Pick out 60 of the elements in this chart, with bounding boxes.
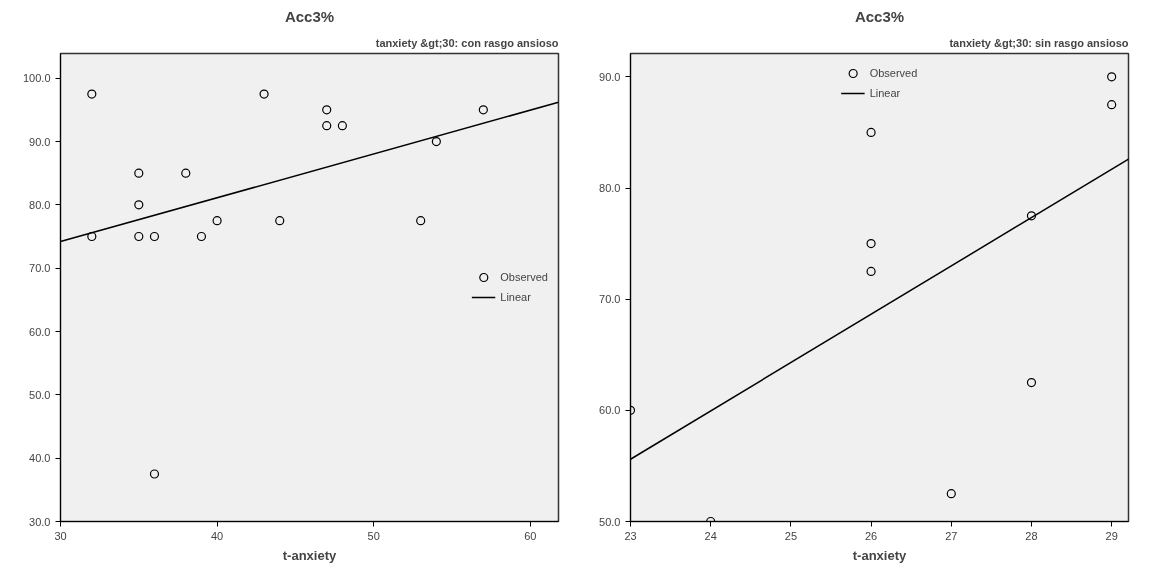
x-tick-label: 28 (1025, 529, 1038, 542)
point (149, 231, 160, 242)
y-tick-label: 50.0 (599, 515, 621, 528)
chart-title: Acc3% (854, 7, 905, 25)
point (1026, 211, 1037, 221)
point (416, 216, 426, 226)
point (212, 216, 222, 226)
point (87, 231, 97, 242)
point (87, 89, 97, 99)
point (1107, 72, 1117, 82)
point (337, 121, 347, 131)
y-tick-label: 90.0 (599, 70, 621, 83)
x-tick-label: 30 (54, 529, 67, 542)
chart-subtitle: tanxiety &gt;30: sin rasgo ansioso (949, 36, 1129, 49)
point (196, 231, 207, 242)
x-tick-label: 24 (704, 529, 717, 542)
point (259, 89, 269, 99)
point (1026, 377, 1037, 388)
point (322, 121, 332, 131)
point (866, 239, 876, 249)
x-tick-label: 50 (367, 529, 380, 542)
point (866, 127, 876, 138)
point (275, 216, 285, 226)
x-tick-label: 60 (524, 529, 537, 542)
x-tick-label: 27 (945, 529, 958, 542)
x-tick-label: 40 (210, 529, 224, 542)
y-tick-label: 60.0 (599, 404, 621, 417)
y-tick-label: 70.0 (29, 262, 51, 275)
point (134, 168, 144, 178)
y-tick-label: 90.0 (29, 135, 51, 148)
point (866, 266, 876, 276)
point (134, 231, 144, 242)
point (149, 469, 160, 479)
x-tick-label: 23 (624, 529, 637, 542)
y-tick-label: 40.0 (29, 452, 51, 465)
x-tick-label: 25 (784, 529, 798, 542)
y-tick-label: 50.0 (29, 388, 51, 401)
point (1107, 100, 1117, 110)
y-tick-label: 30.0 (29, 515, 51, 528)
point (322, 105, 332, 115)
y-tick-label: 70.0 (599, 293, 621, 306)
legend-label: Linear (500, 290, 531, 305)
y-tick-label: 100.0 (22, 72, 51, 85)
y-tick-label: 80.0 (29, 198, 51, 211)
legend-label: Observed (500, 270, 548, 285)
y-tick-label: 60.0 (29, 325, 51, 338)
point (181, 168, 191, 178)
chart-title: Acc3% (284, 7, 335, 25)
x-tick-label: 29 (1105, 529, 1118, 542)
legend-label: Observed (869, 66, 918, 81)
point (134, 200, 144, 210)
chart-subtitle: tanxiety &gt;30: con rasgo ansioso (375, 36, 559, 49)
legend-label: Linear (869, 86, 901, 101)
x-axis-title: t-anxiety (852, 547, 907, 563)
point (478, 105, 488, 115)
x-axis-title: t-anxiety (282, 547, 337, 563)
point (946, 489, 956, 499)
point (431, 136, 441, 147)
x-tick-label: 26 (864, 529, 878, 542)
y-tick-label: 80.0 (599, 182, 621, 195)
